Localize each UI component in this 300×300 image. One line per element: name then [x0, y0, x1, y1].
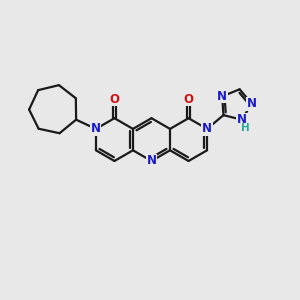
Text: N: N [146, 154, 157, 167]
Text: N: N [247, 97, 257, 110]
Text: H: H [241, 123, 250, 133]
Text: N: N [237, 113, 247, 126]
Text: N: N [217, 90, 227, 103]
Text: N: N [202, 122, 212, 135]
Text: O: O [110, 93, 119, 106]
Text: O: O [184, 93, 194, 106]
Text: N: N [91, 122, 101, 135]
